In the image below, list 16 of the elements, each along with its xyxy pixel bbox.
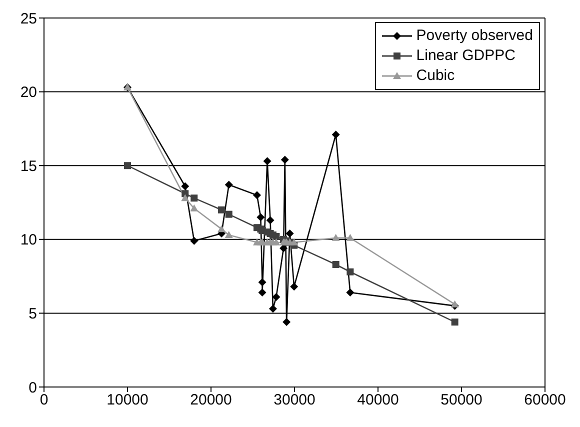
- y-tick-label: 5: [28, 306, 37, 323]
- x-tick-label: 60000: [524, 392, 566, 409]
- legend-label: Poverty observed: [416, 26, 533, 46]
- y-tick-label: 25: [20, 10, 37, 28]
- y-tick-label: 20: [20, 84, 37, 102]
- y-tick-label: 10: [20, 232, 37, 249]
- y-tick-label: 15: [20, 158, 37, 175]
- x-tick-label: 50000: [440, 392, 482, 409]
- x-tick-label: 30000: [274, 392, 316, 409]
- x-tick-label: 40000: [357, 392, 399, 409]
- legend-label: Linear GDPPC: [416, 46, 516, 66]
- x-tick-label: 20000: [190, 392, 232, 409]
- x-tick-label: 10000: [106, 392, 148, 409]
- legend-label: Cubic: [416, 66, 455, 86]
- y-tick-label: 0: [28, 379, 37, 396]
- x-tick-label: 0: [40, 392, 48, 409]
